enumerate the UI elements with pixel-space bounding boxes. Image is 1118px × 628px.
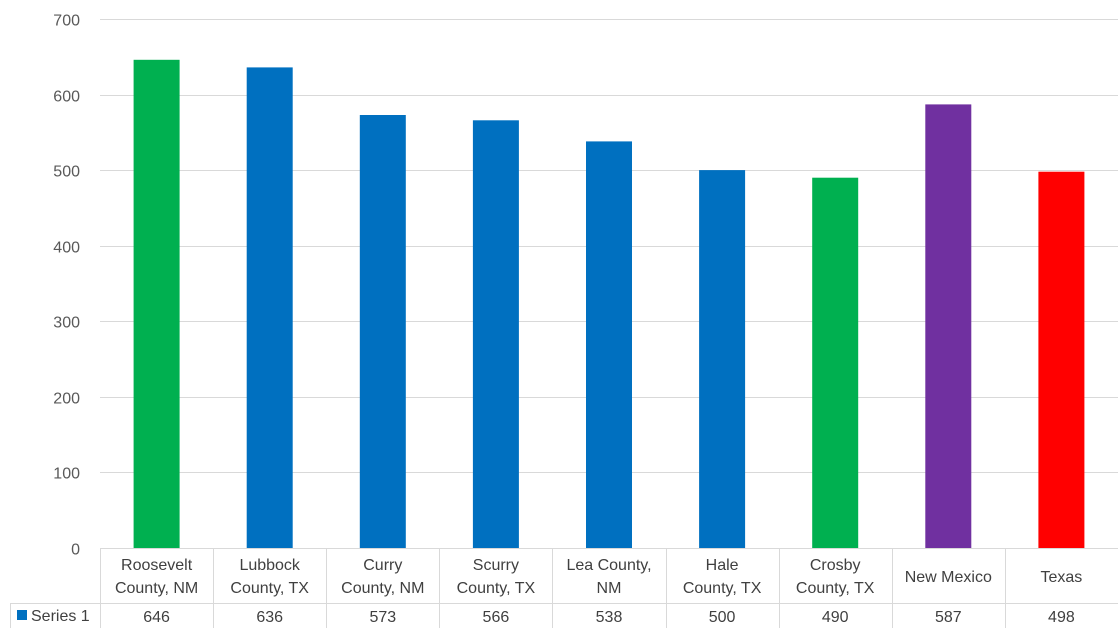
- data-table-value: 498: [1048, 609, 1075, 626]
- x-tick-label: Texas: [1041, 569, 1083, 586]
- bar: [586, 141, 632, 548]
- y-tick-label: 400: [53, 240, 80, 257]
- y-tick-label: 500: [53, 164, 80, 181]
- y-tick-label: 600: [53, 89, 80, 106]
- data-table-value: 646: [143, 609, 170, 626]
- y-axis-tick-labels: 0 100 200 300 400 500 600 700: [53, 13, 80, 559]
- bar: [246, 67, 293, 549]
- bar: [133, 59, 180, 549]
- bar: [1038, 171, 1085, 548]
- x-tick-label: New Mexico: [905, 569, 992, 586]
- data-table-value: 538: [596, 609, 623, 626]
- x-tick-label: Hale County, TX: [683, 557, 762, 597]
- data-table: Roosevelt County, NM Lubbock County, TX Curr…: [10, 548, 1118, 628]
- bar: [812, 177, 859, 548]
- y-tick-label: 700: [53, 13, 80, 30]
- bar: [359, 115, 406, 548]
- y-tick-label: 0: [71, 542, 80, 559]
- y-tick-label: 200: [53, 391, 80, 408]
- bar: [699, 170, 746, 548]
- data-table-value: 636: [256, 609, 283, 626]
- legend-series-name: Series 1: [31, 608, 90, 625]
- data-table-value: 566: [483, 609, 510, 626]
- x-tick-label: Crosby County, TX: [796, 557, 875, 597]
- y-tick-label: 100: [53, 466, 80, 483]
- x-tick-label: Lubbock County, TX: [230, 557, 309, 597]
- legend-key: [17, 610, 27, 620]
- data-table-value: 490: [822, 609, 849, 626]
- data-table-value: 587: [935, 609, 962, 626]
- bar: [472, 120, 519, 549]
- data-table-value: 573: [369, 609, 396, 626]
- x-tick-label: Lea County, NM: [566, 557, 651, 597]
- y-tick-label: 300: [53, 315, 80, 332]
- bar: [925, 104, 972, 549]
- bars: [133, 59, 1085, 549]
- x-tick-label: Scurry County, TX: [457, 557, 536, 597]
- data-table-value: 500: [709, 609, 736, 626]
- x-tick-label: Curry County, NM: [341, 557, 424, 597]
- x-tick-label: Roosevelt County, NM: [115, 557, 198, 597]
